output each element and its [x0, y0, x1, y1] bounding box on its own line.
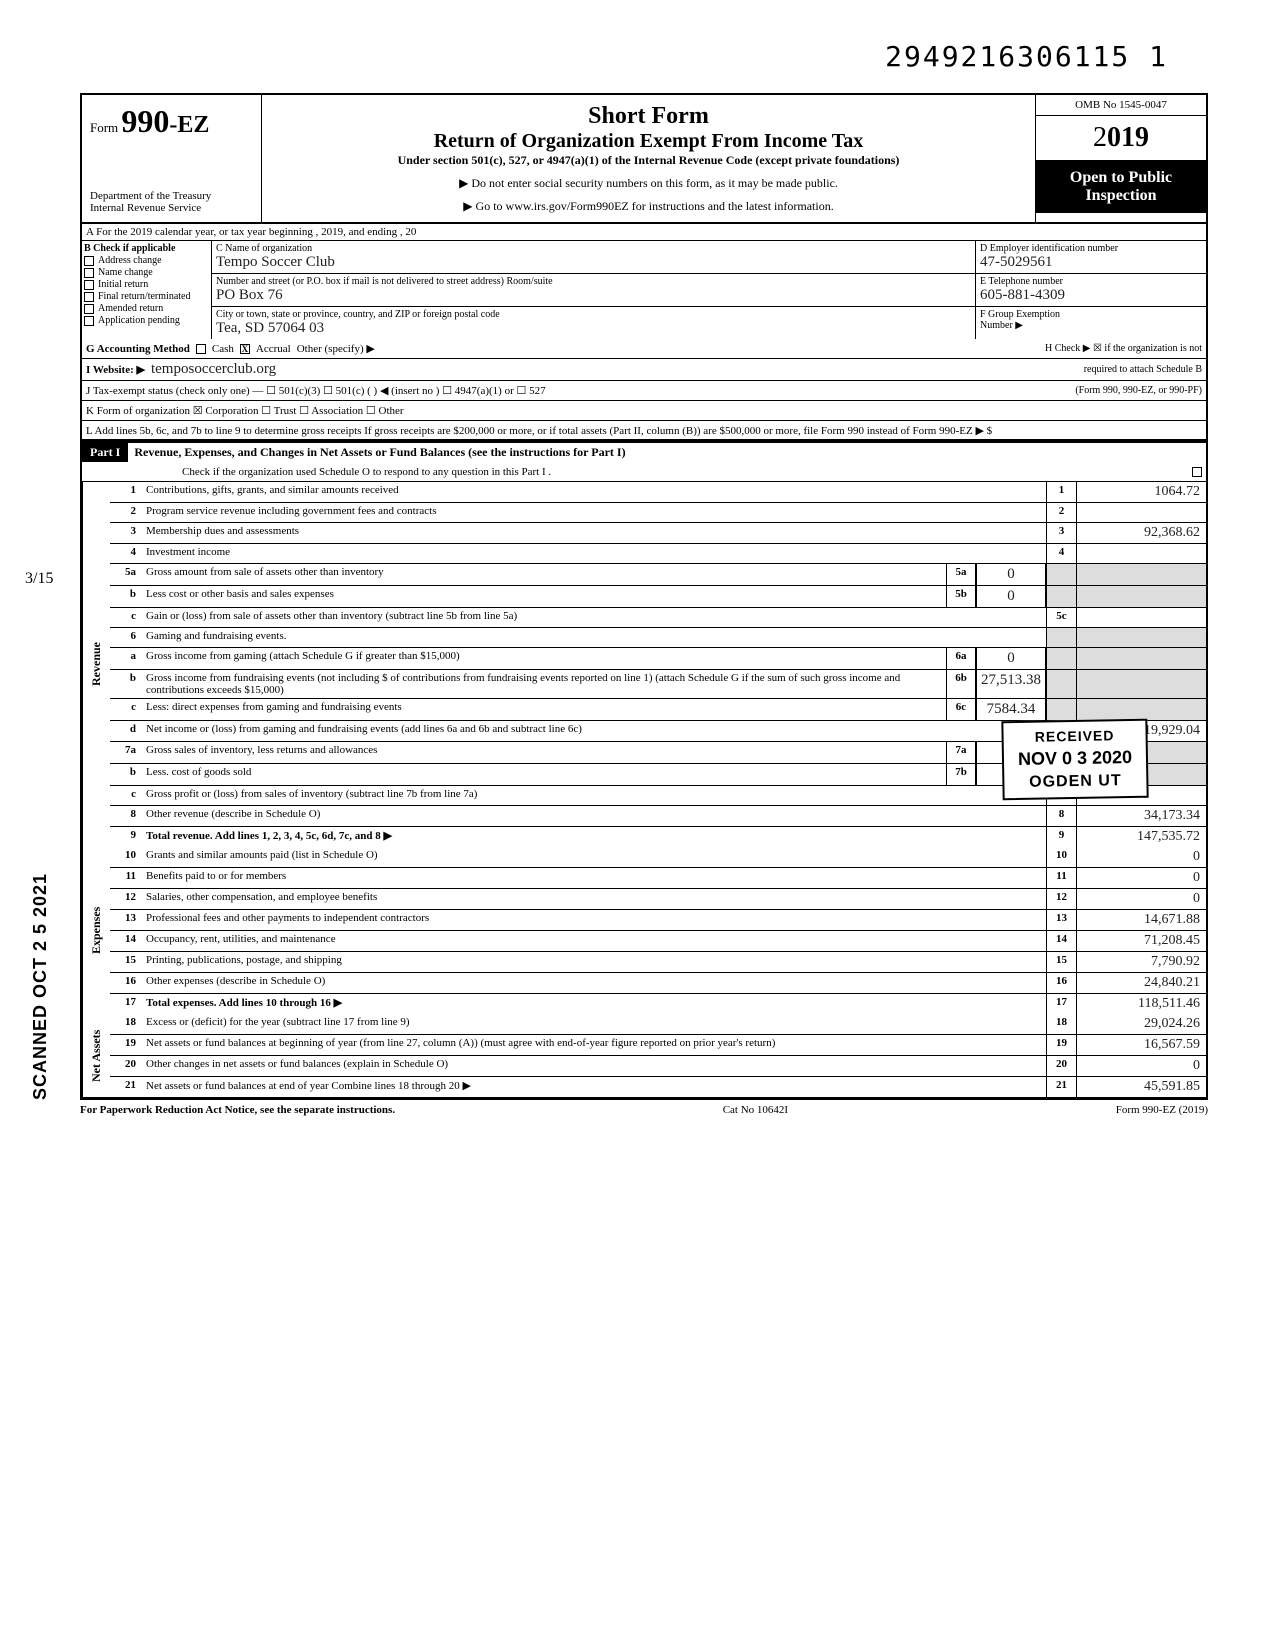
footer: For Paperwork Reduction Act Notice, see …	[80, 1099, 1208, 1120]
received-stamp: RECEIVED NOV 0 3 2020 OGDEN UT	[1001, 719, 1148, 801]
website: temposoccerclub.org	[151, 361, 276, 378]
chk-amended[interactable]	[84, 304, 94, 314]
row-k: K Form of organization ☒ Corporation ☐ T…	[86, 404, 404, 417]
h-check: H Check ▶ ☒ if the organization is not	[1045, 343, 1202, 354]
line-row: 19Net assets or fund balances at beginni…	[110, 1035, 1206, 1056]
note-url: ▶ Go to www.irs.gov/Form990EZ for instru…	[270, 199, 1027, 214]
line-row: 17Total expenses. Add lines 10 through 1…	[110, 994, 1206, 1014]
note-ssn: ▶ Do not enter social security numbers o…	[270, 176, 1027, 191]
subtitle: Under section 501(c), 527, or 4947(a)(1)…	[270, 153, 1027, 168]
org-address: PO Box 76	[216, 287, 283, 303]
chk-name[interactable]	[84, 268, 94, 278]
line-row: 8Other revenue (describe in Schedule O)8…	[110, 806, 1206, 827]
org-name: Tempo Soccer Club	[216, 254, 335, 270]
part-1-label: Part I	[82, 443, 128, 462]
open-public: Open to Public Inspection	[1036, 161, 1206, 213]
tax-year: 2019	[1036, 116, 1206, 161]
org-city: Tea, SD 57064 03	[216, 320, 324, 336]
line-row: bLess cost or other basis and sales expe…	[110, 586, 1206, 608]
form-header: Form 990-EZ Department of the Treasury I…	[80, 93, 1208, 224]
document-id: 2949216306115 1	[80, 40, 1208, 73]
line-row: cLess: direct expenses from gaming and f…	[110, 699, 1206, 721]
line-row: 13Professional fees and other payments t…	[110, 910, 1206, 931]
section-label: Net Assets	[82, 1014, 110, 1097]
phone: 605-881-4309	[980, 287, 1065, 303]
form-number: Form 990-EZ	[90, 103, 253, 140]
col-b-checkboxes: B Check if applicable Address change Nam…	[82, 241, 212, 339]
line-row: 9Total revenue. Add lines 1, 2, 3, 4, 5c…	[110, 827, 1206, 847]
line-row: 21Net assets or fund balances at end of …	[110, 1077, 1206, 1097]
line-row: 20Other changes in net assets or fund ba…	[110, 1056, 1206, 1077]
line-row: bGross income from fundraising events (n…	[110, 670, 1206, 699]
margin-note: 3/15	[25, 570, 53, 588]
title-return: Return of Organization Exempt From Incom…	[270, 130, 1027, 153]
row-l: L Add lines 5b, 6c, and 7b to line 9 to …	[86, 424, 992, 437]
chk-initial[interactable]	[84, 280, 94, 290]
section-label: Revenue	[82, 482, 110, 847]
omb-number: OMB No 1545-0047	[1036, 95, 1206, 116]
line-row: 3Membership dues and assessments392,368.…	[110, 523, 1206, 544]
chk-schedule-o[interactable]	[1192, 467, 1202, 477]
chk-accrual[interactable]	[240, 344, 250, 354]
line-row: 6Gaming and fundraising events.	[110, 628, 1206, 648]
row-j: J Tax-exempt status (check only one) — ☐…	[86, 384, 546, 397]
line-row: 12Salaries, other compensation, and empl…	[110, 889, 1206, 910]
line-row: aGross income from gaming (attach Schedu…	[110, 648, 1206, 670]
chk-pending[interactable]	[84, 316, 94, 326]
chk-final[interactable]	[84, 292, 94, 302]
line-row: cGain or (loss) from sale of assets othe…	[110, 608, 1206, 628]
line-row: 2Program service revenue including gover…	[110, 503, 1206, 523]
line-row: 4Investment income4	[110, 544, 1206, 564]
section-label: Expenses	[82, 847, 110, 1014]
chk-cash[interactable]	[196, 344, 206, 354]
line-row: 5aGross amount from sale of assets other…	[110, 564, 1206, 586]
line-row: 11Benefits paid to or for members110	[110, 868, 1206, 889]
line-row: 10Grants and similar amounts paid (list …	[110, 847, 1206, 868]
line-row: 15Printing, publications, postage, and s…	[110, 952, 1206, 973]
line-row: 1Contributions, gifts, grants, and simil…	[110, 482, 1206, 503]
line-row: 14Occupancy, rent, utilities, and mainte…	[110, 931, 1206, 952]
line-row: 16Other expenses (describe in Schedule O…	[110, 973, 1206, 994]
part-1-title: Revenue, Expenses, and Changes in Net As…	[128, 443, 1206, 462]
dept-label: Department of the Treasury Internal Reve…	[90, 190, 253, 214]
chk-address[interactable]	[84, 256, 94, 266]
line-row: 18Excess or (deficit) for the year (subt…	[110, 1014, 1206, 1035]
ein: 47-5029561	[980, 254, 1053, 270]
title-short-form: Short Form	[270, 103, 1027, 130]
row-a: A For the 2019 calendar year, or tax yea…	[80, 224, 1208, 241]
scanned-stamp: SCANNED OCT 2 5 2021	[30, 873, 51, 1100]
